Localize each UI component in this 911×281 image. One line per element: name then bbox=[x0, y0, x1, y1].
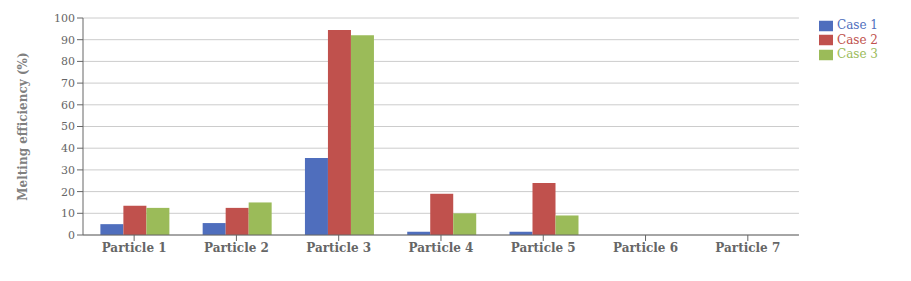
html-text:Case 3: Case 3 bbox=[837, 47, 878, 61]
svg-text:80: 80 bbox=[61, 55, 75, 68]
svg-text:Melting efficiency (%): Melting efficiency (%) bbox=[16, 52, 30, 200]
svg-text:90: 90 bbox=[61, 34, 75, 47]
html-text:Case 2: Case 2 bbox=[837, 32, 878, 47]
svg-text:20: 20 bbox=[61, 186, 75, 199]
svg-text:Particle 4: Particle 4 bbox=[409, 241, 474, 255]
svg-text:10: 10 bbox=[61, 207, 75, 220]
svg-text:100: 100 bbox=[54, 12, 75, 25]
svg-text:Particle 5: Particle 5 bbox=[511, 241, 576, 255]
svg-text:60: 60 bbox=[61, 99, 75, 112]
svg-text:Particle 1: Particle 1 bbox=[102, 241, 167, 255]
svg-text:30: 30 bbox=[61, 164, 75, 177]
svg-text:Particle 7: Particle 7 bbox=[715, 241, 780, 255]
svg-text:0: 0 bbox=[68, 229, 75, 242]
svg-text:50: 50 bbox=[61, 120, 75, 133]
svg-text:Particle 6: Particle 6 bbox=[613, 241, 678, 255]
svg-text:Particle 3: Particle 3 bbox=[306, 241, 371, 255]
svg-text:Particle 2: Particle 2 bbox=[204, 241, 269, 255]
html-text:Case 1: Case 1 bbox=[837, 18, 878, 32]
svg-text:40: 40 bbox=[61, 142, 75, 155]
svg-text:70: 70 bbox=[61, 77, 75, 90]
